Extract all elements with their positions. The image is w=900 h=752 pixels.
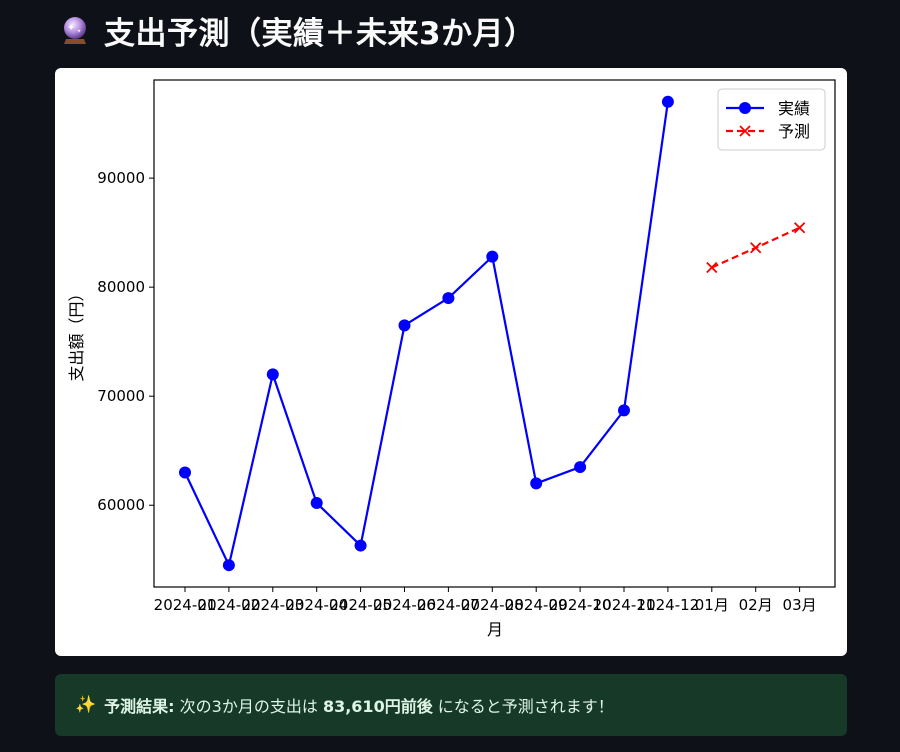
x-tick-label: 2024-12 [637, 596, 700, 614]
data-point [486, 250, 499, 263]
x-tick-label: 2024-11 [593, 596, 656, 614]
y-tick-label: 60000 [97, 496, 145, 514]
chart-card: 60000 70000 80000 90000 2024-01 2024-02 2024-0… [55, 68, 847, 656]
y-tick-label: 90000 [97, 169, 145, 187]
result-prefix: 予測結果: [104, 697, 175, 716]
forecast-point [750, 242, 762, 254]
data-point [222, 559, 235, 572]
y-axis-label: 支出額（円） [67, 285, 86, 381]
x-tick-label: 2024-10 [549, 596, 612, 614]
data-point [266, 368, 279, 381]
x-tick-label: 2024-01 [154, 596, 217, 614]
x-tick-label: 2024-08 [461, 596, 524, 614]
x-tick-label: 2024-02 [198, 596, 261, 614]
forecast-result-box: ✨ 予測結果: 次の3か月の支出は 83,610円前後 になると予測されます！ [55, 674, 847, 736]
x-tick-label: 2024-04 [285, 596, 348, 614]
x-tick-label: 2024-06 [373, 596, 436, 614]
data-point [398, 319, 411, 332]
data-point [530, 477, 543, 490]
data-point [574, 461, 587, 474]
series-layer [179, 95, 806, 572]
x-tick-label: 01月 [695, 596, 729, 614]
data-point [310, 497, 323, 510]
data-point [618, 404, 630, 417]
plot-frame [153, 79, 836, 588]
series-line-0 [184, 101, 669, 567]
crystal-ball-icon [64, 17, 86, 44]
result-amount: 83,610円前後 [322, 697, 433, 716]
x-tick-label: 2024-03 [241, 596, 304, 614]
expense-forecast-chart: 600007000080000900002024-012024-022024-0… [67, 79, 836, 639]
x-tick-label: 2024-09 [505, 596, 568, 614]
sparkles-icon: ✨ [75, 695, 97, 715]
y-tick-label: 70000 [97, 387, 145, 405]
axes-layer: 600007000080000900002024-012024-022024-0… [67, 79, 836, 639]
result-text-before: 次の3か月の支出は [179, 697, 318, 716]
forecast-point [793, 222, 806, 234]
data-point [179, 466, 191, 479]
legend-marker-0 [739, 102, 751, 114]
data-point [661, 95, 674, 108]
x-tick-label: 2024-05 [329, 596, 392, 614]
data-point [354, 539, 367, 552]
x-tick-label: 03月 [783, 596, 817, 614]
x-tick-label: 2024-07 [417, 596, 480, 614]
result-text-after: になると予測されます！ [437, 697, 614, 716]
page-title: 支出予測（実績＋未来3か月） [60, 8, 536, 52]
y-tick-label: 80000 [97, 278, 145, 296]
data-point [442, 292, 455, 305]
forecast-point [706, 261, 718, 274]
legend-label-0: 実績 [778, 99, 810, 118]
page-title-text: 支出予測（実績＋未来3か月） [104, 15, 536, 52]
x-axis-label: 月 [487, 620, 503, 639]
legend-marker-1 [739, 125, 751, 137]
legend-label-1: 予測 [778, 122, 810, 141]
x-tick-label: 02月 [739, 596, 773, 614]
